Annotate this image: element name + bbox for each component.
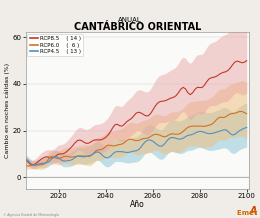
Text: Emet: Emet (232, 210, 257, 216)
Text: A: A (250, 206, 257, 216)
Text: © Agencia Estatal de Meteorología: © Agencia Estatal de Meteorología (3, 213, 58, 217)
Legend: RCP8.5    ( 14 ), RCP6.0    (  6 ), RCP4.5    ( 13 ): RCP8.5 ( 14 ), RCP6.0 ( 6 ), RCP4.5 ( 13… (27, 34, 83, 56)
Text: ANUAL: ANUAL (118, 17, 142, 23)
Y-axis label: Cambio en noches cálidas (%): Cambio en noches cálidas (%) (4, 63, 10, 158)
X-axis label: Año: Año (130, 201, 145, 209)
Title: CANTÁBRICO ORIENTAL: CANTÁBRICO ORIENTAL (74, 22, 201, 32)
